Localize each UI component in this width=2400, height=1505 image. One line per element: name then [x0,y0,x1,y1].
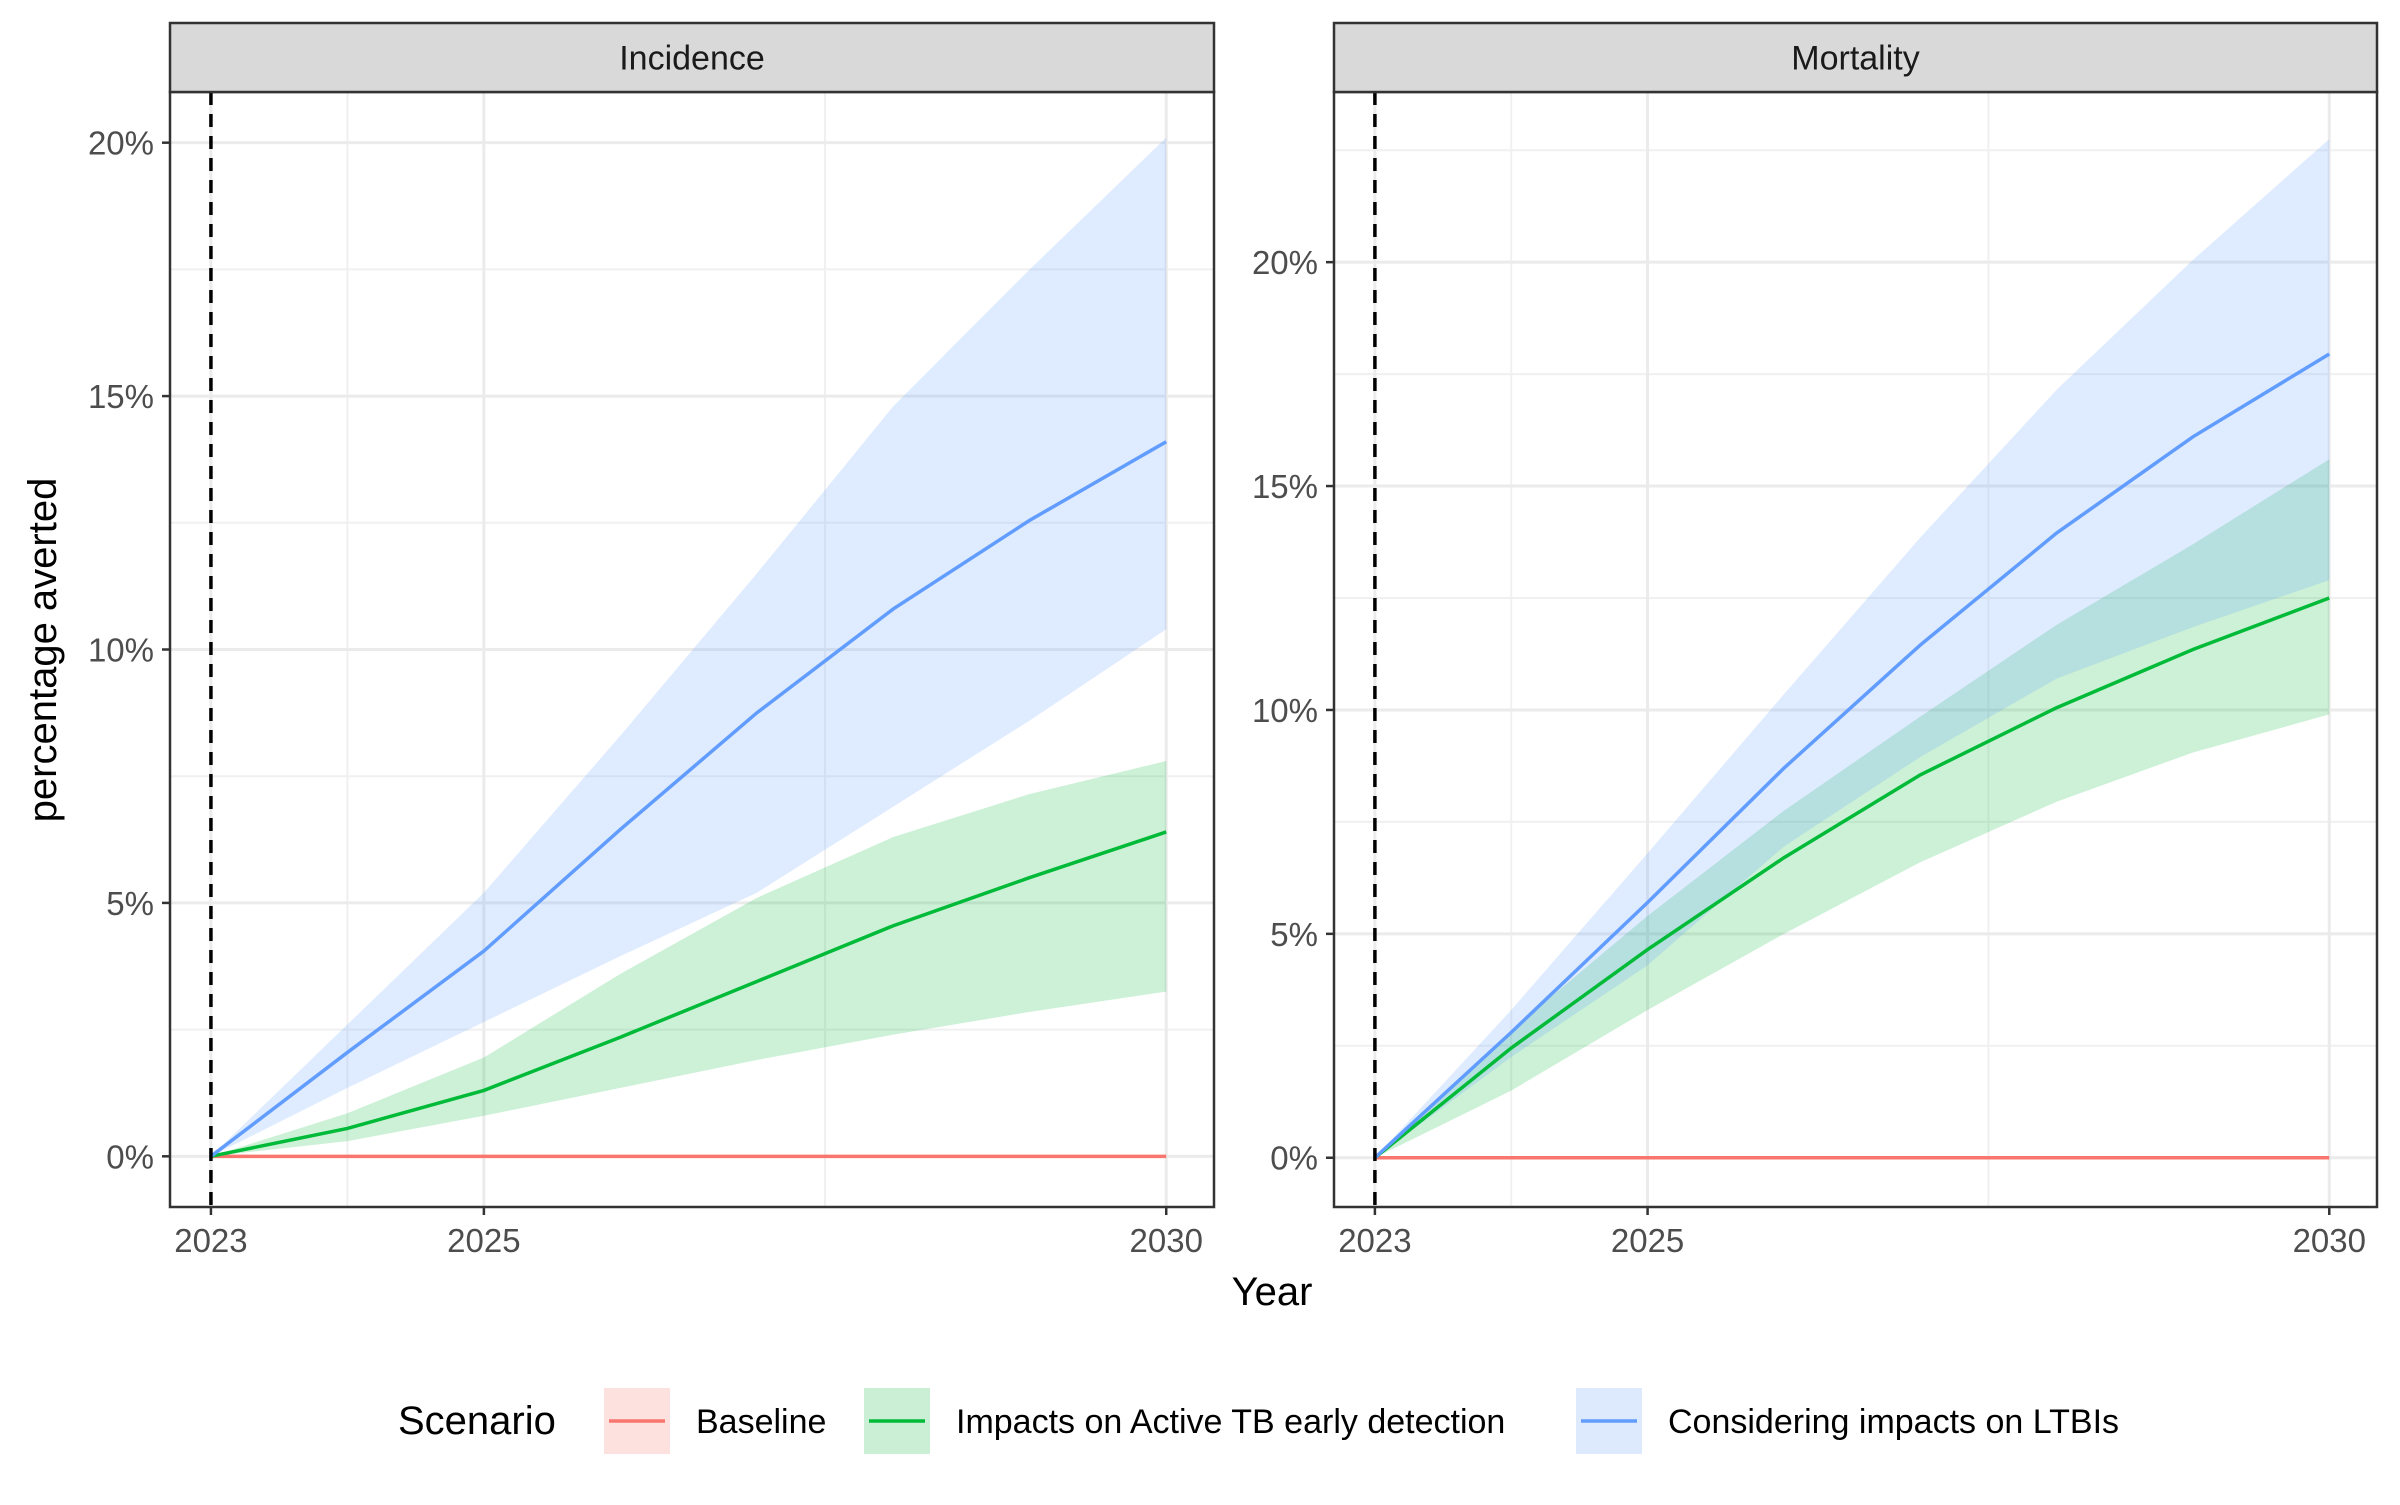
y-tick-label: 10% [88,632,154,669]
legend-item-impacts-on-active-tb-early-detection: Impacts on Active TB early detection [864,1388,1505,1454]
legend-item-considering-impacts-on-ltbis: Considering impacts on LTBIs [1576,1388,2119,1454]
legend-item-baseline: Baseline [604,1388,826,1454]
y-tick-label: 5% [106,885,154,922]
facet-strip [1332,21,2379,94]
y-tick-label: 15% [88,378,154,415]
y-tick-label: 0% [1270,1140,1318,1177]
ribbon-considering-impacts-on-ltbis [1374,139,2330,1158]
panel-background [1334,92,2377,1207]
panel-incidence: Incidence 0% 5% 10% 15% 20% 2023 2025 2030 [88,21,1216,1259]
legend-label: Considering impacts on LTBIs [1668,1403,2119,1441]
x-tick-label: 2025 [447,1222,520,1259]
y-axis-title: percentage averted [21,478,65,823]
y-tick-label: 20% [1252,244,1318,281]
series-line-impacts-on-active-tb-early-detection [1373,596,2330,1160]
y-tick-label: 0% [106,1138,154,1175]
x-tick-label: 2030 [1130,1222,1203,1259]
x-tick-label: 2030 [2293,1222,2366,1259]
facet-strip-label: Mortality [1791,40,1919,78]
x-axis-title: Year [1232,1270,1313,1314]
series-line-considering-impacts-on-ltbis [209,440,1168,1158]
y-tick-label: 5% [1270,916,1318,953]
legend: Scenario Baseline Impacts on Active TB ea… [398,1388,2119,1454]
y-tick-label: 20% [88,125,154,162]
series-line-impacts-on-active-tb-early-detection [210,830,1167,1159]
x-tick-label: 2023 [1338,1222,1411,1259]
ribbon-impacts-on-active-tb-early-detection [1374,459,2330,1158]
legend-items: Baseline Impacts on Active TB early detec… [604,1388,2119,1454]
legend-title: Scenario [398,1399,556,1443]
legend-label: Impacts on Active TB early detection [956,1403,1505,1441]
y-tick-label: 15% [1252,468,1318,505]
x-tick-label: 2025 [1611,1222,1684,1259]
legend-label: Baseline [696,1403,826,1441]
series-line-considering-impacts-on-ltbis [1373,352,2331,1160]
facet-strip [168,21,1216,94]
ribbon-considering-impacts-on-ltbis [210,137,1167,1157]
x-tick-label: 2023 [174,1222,247,1259]
ribbon-impacts-on-active-tb-early-detection [210,761,1167,1157]
panel-mortality: Mortality 0% 5% 10% 15% 20% 2023 2025 2030 [1252,21,2379,1259]
facet-strip-label: Incidence [619,40,765,78]
y-tick-label: 10% [1252,692,1318,729]
